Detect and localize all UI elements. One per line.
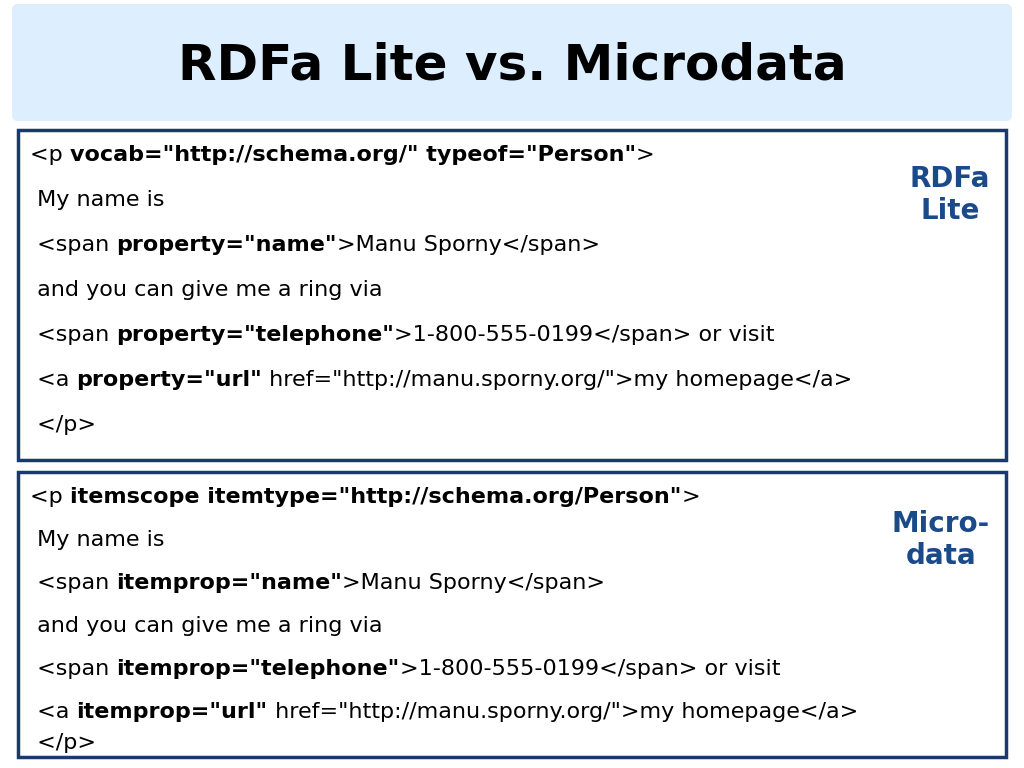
Text: <span: <span	[30, 659, 117, 679]
Text: <p: <p	[30, 487, 70, 507]
Text: </p>: </p>	[30, 415, 96, 435]
Text: vocab="http://schema.org/" typeof="Person": vocab="http://schema.org/" typeof="Perso…	[70, 145, 636, 165]
Text: >1-800-555-0199</span> or visit: >1-800-555-0199</span> or visit	[394, 325, 775, 345]
Text: >: >	[681, 487, 699, 507]
Text: RDFa
Lite: RDFa Lite	[909, 165, 990, 225]
Text: itemscope itemtype="http://schema.org/Person": itemscope itemtype="http://schema.org/Pe…	[70, 487, 681, 507]
Text: <span: <span	[30, 573, 117, 593]
Text: property="url": property="url"	[77, 370, 262, 390]
Text: <a: <a	[30, 370, 77, 390]
Text: and you can give me a ring via: and you can give me a ring via	[30, 616, 383, 636]
Text: <span: <span	[30, 235, 117, 255]
Text: href="http://manu.sporny.org/">my homepage</a>: href="http://manu.sporny.org/">my homepa…	[267, 702, 858, 722]
Text: My name is: My name is	[30, 190, 165, 210]
Text: RDFa Lite vs. Microdata: RDFa Lite vs. Microdata	[178, 41, 846, 89]
Text: and you can give me a ring via: and you can give me a ring via	[30, 280, 383, 300]
Text: href="http://manu.sporny.org/">my homepage</a>: href="http://manu.sporny.org/">my homepa…	[262, 370, 853, 390]
FancyBboxPatch shape	[18, 472, 1006, 757]
Text: property="name": property="name"	[117, 235, 337, 255]
Text: >Manu Sporny</span>: >Manu Sporny</span>	[337, 235, 600, 255]
Text: <p: <p	[30, 145, 70, 165]
FancyBboxPatch shape	[18, 130, 1006, 460]
Text: itemprop="name": itemprop="name"	[117, 573, 342, 593]
Text: property="telephone": property="telephone"	[117, 325, 394, 345]
FancyBboxPatch shape	[12, 4, 1012, 121]
Text: >Manu Sporny</span>: >Manu Sporny</span>	[342, 573, 605, 593]
Text: Micro-
data: Micro- data	[892, 510, 990, 570]
Text: itemprop="telephone": itemprop="telephone"	[117, 659, 399, 679]
Text: >: >	[636, 145, 654, 165]
Text: </p>: </p>	[30, 733, 96, 753]
Text: <a: <a	[30, 702, 77, 722]
Text: itemprop="url": itemprop="url"	[77, 702, 267, 722]
Text: <span: <span	[30, 325, 117, 345]
Text: My name is: My name is	[30, 530, 165, 550]
Text: >1-800-555-0199</span> or visit: >1-800-555-0199</span> or visit	[399, 659, 780, 679]
